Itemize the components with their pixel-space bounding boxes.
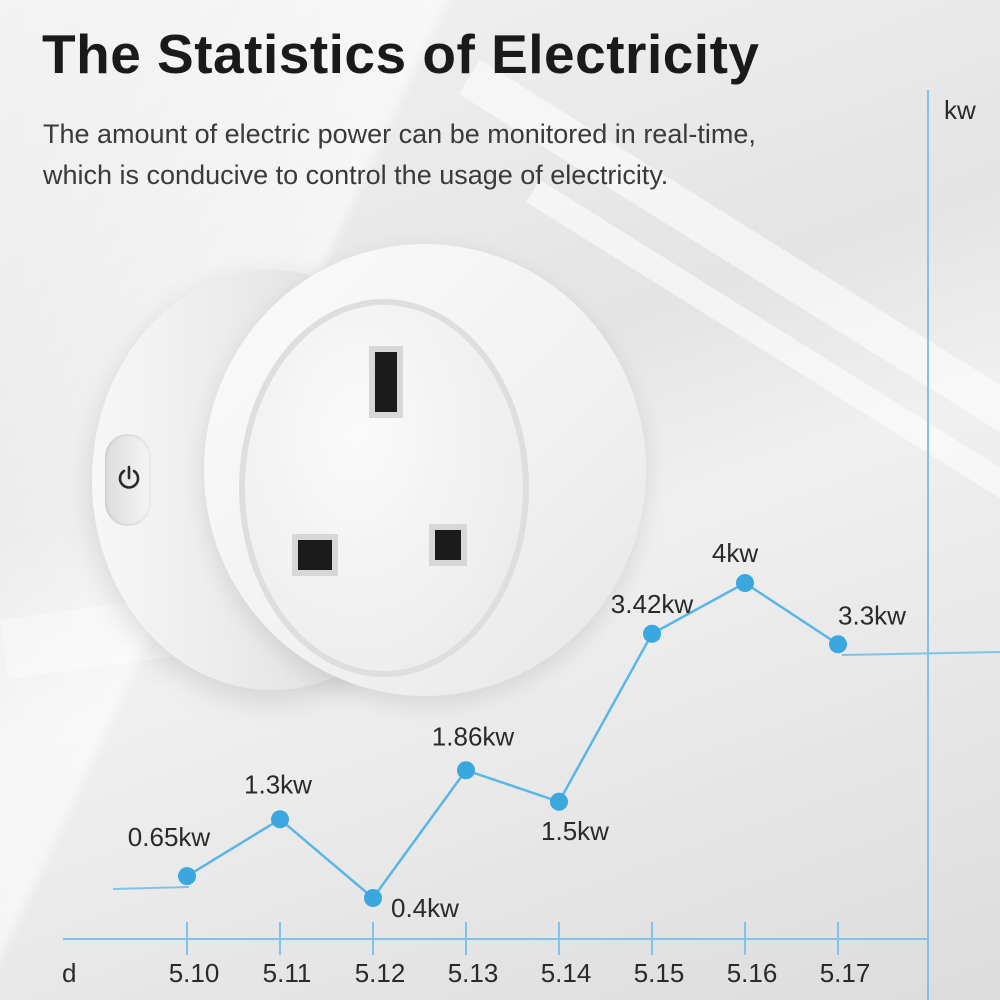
data-point	[457, 761, 475, 780]
data-point	[829, 635, 847, 654]
power-icon	[118, 465, 140, 489]
x-axis-label: d	[62, 958, 76, 988]
data-label: 1.3kw	[244, 769, 312, 799]
data-point	[364, 889, 382, 907]
reference-line	[841, 651, 1000, 656]
data-point	[271, 810, 289, 829]
socket-ring	[239, 299, 529, 677]
x-tick-label: 5.15	[634, 958, 685, 988]
y-axis-label: kw	[944, 95, 976, 125]
data-label: 1.5kw	[541, 816, 609, 846]
x-tick-label: 5.11	[263, 958, 312, 988]
data-label: 1.86kw	[432, 721, 515, 751]
data-point	[736, 574, 754, 592]
data-label: 3.42kw	[611, 589, 694, 619]
earth-pin-slot	[369, 346, 403, 418]
x-tick-label: 5.16	[727, 958, 778, 988]
data-label: 0.65kw	[128, 822, 211, 852]
data-label: 0.4kw	[391, 893, 459, 923]
neutral-pin-slot	[292, 534, 338, 576]
page-subtitle: The amount of electric power can be moni…	[43, 114, 893, 196]
data-point	[643, 624, 661, 643]
lead-in-line	[112, 886, 190, 890]
data-label: 3.3kw	[838, 600, 906, 630]
data-point	[178, 867, 196, 886]
x-tick-label: 5.17	[820, 958, 871, 988]
subtitle-line: The amount of electric power can be moni…	[43, 119, 756, 149]
x-tick-label: 5.10	[169, 958, 220, 988]
x-tick-label: 5.13	[448, 958, 499, 988]
data-label: 4kw	[712, 538, 758, 568]
x-tick-label: 5.12	[355, 958, 406, 988]
series-line	[186, 581, 839, 900]
data-point	[550, 792, 568, 811]
page-title: The Statistics of Electricity	[42, 23, 760, 85]
live-pin-slot	[429, 524, 467, 566]
subtitle-line: which is conducive to control the usage …	[43, 160, 669, 190]
smart-plug-image	[92, 240, 646, 700]
power-button	[105, 434, 151, 526]
x-tick-label: 5.14	[541, 958, 592, 988]
